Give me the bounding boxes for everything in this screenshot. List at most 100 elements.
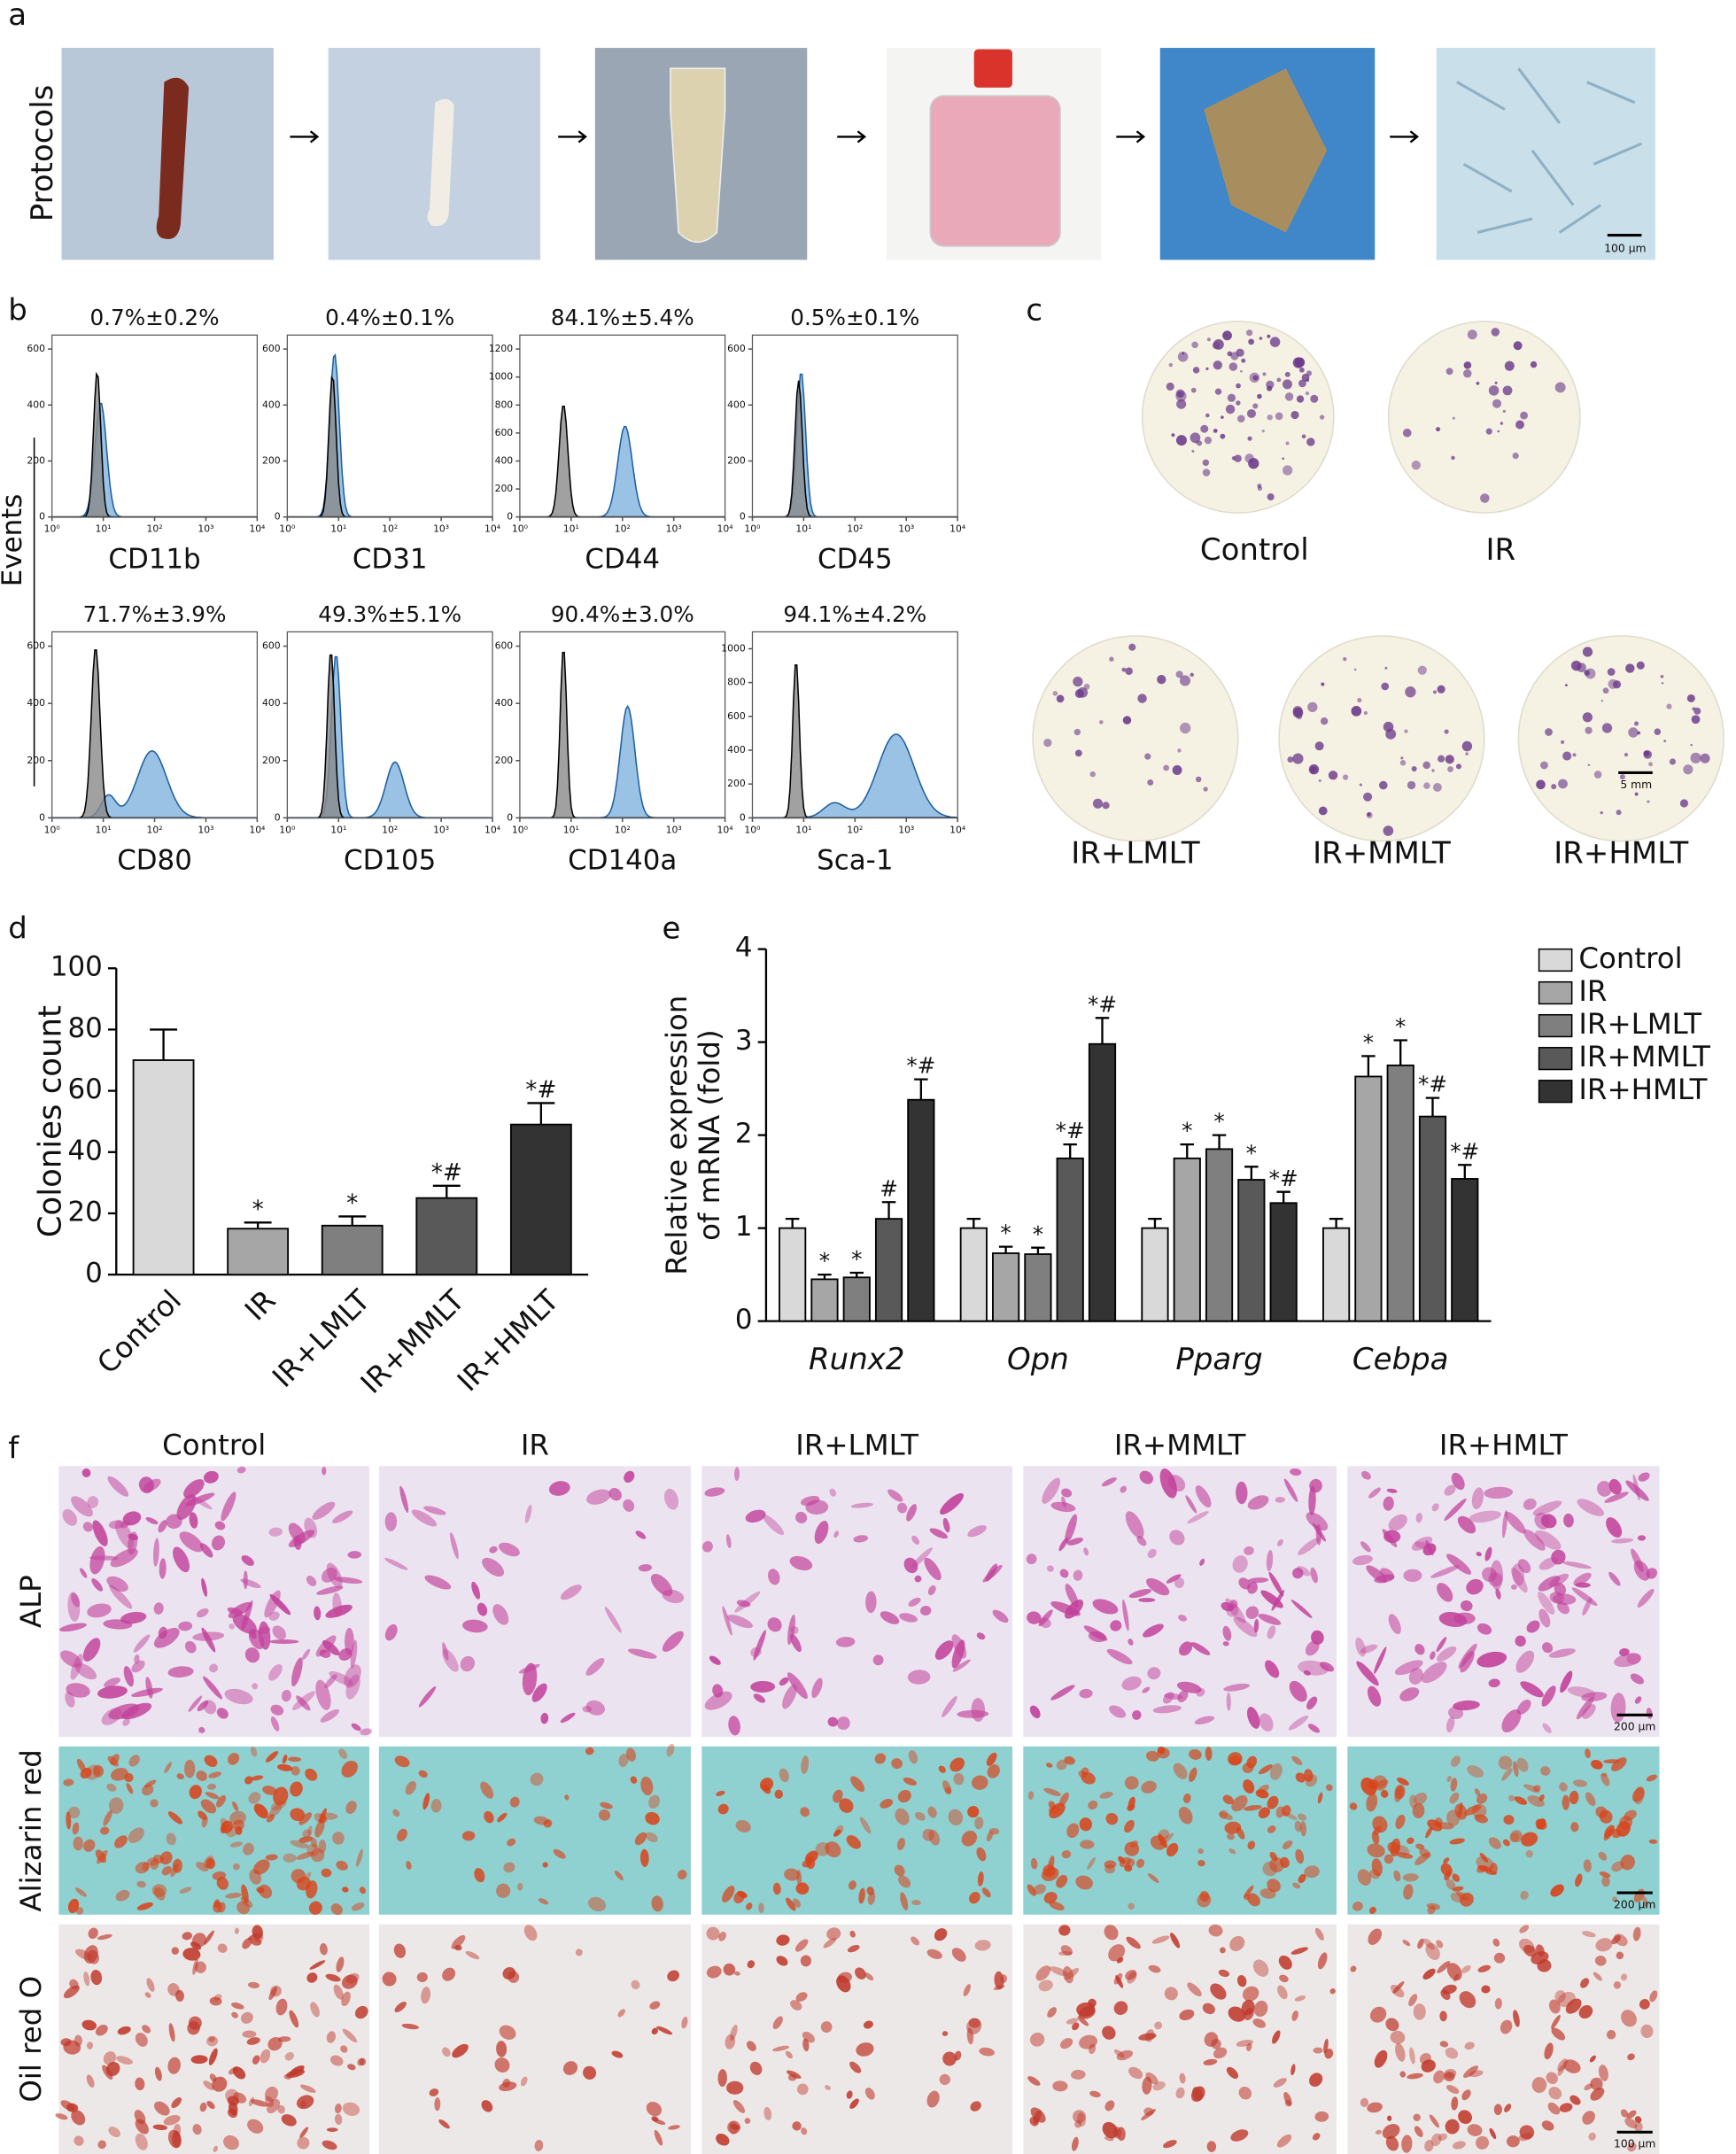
stain — [1275, 1496, 1285, 1503]
colony — [1205, 367, 1209, 371]
stain — [1229, 1935, 1245, 1951]
stain — [746, 2041, 756, 2051]
stain — [1590, 2088, 1605, 2101]
stain — [75, 1887, 87, 1897]
stain — [1027, 1791, 1035, 1800]
stain — [1649, 1990, 1658, 2003]
colony — [1625, 663, 1635, 673]
stain — [977, 1871, 984, 1887]
stain — [288, 1756, 302, 1763]
stain — [1366, 1793, 1378, 1812]
stain — [231, 2002, 244, 2010]
stain — [438, 2119, 450, 2129]
error-bar — [914, 1078, 928, 1100]
stain — [253, 1932, 264, 1942]
dish — [1517, 635, 1724, 842]
stain — [1412, 1802, 1425, 1818]
stain — [1104, 1863, 1115, 1874]
stain — [1066, 1823, 1080, 1839]
stain — [920, 1605, 932, 1616]
colony — [1600, 811, 1603, 815]
dish — [1387, 321, 1581, 514]
stain — [1309, 2073, 1323, 2088]
stain — [86, 2074, 95, 2088]
stain — [1469, 1510, 1501, 1523]
stain — [1027, 1884, 1036, 1896]
dish — [1278, 635, 1485, 842]
stain — [201, 1627, 216, 1653]
stain — [585, 1747, 594, 1755]
stain — [1128, 2066, 1143, 2080]
stain — [772, 1882, 781, 1895]
stain — [1108, 1944, 1126, 1962]
colony — [1287, 756, 1294, 763]
stain — [1395, 2042, 1406, 2062]
error-bar — [244, 1221, 272, 1229]
stain — [58, 1623, 87, 1632]
stain — [1409, 2047, 1415, 2065]
stain — [1446, 1775, 1452, 1782]
colony — [1202, 469, 1211, 477]
stain — [299, 2084, 316, 2093]
stain — [1177, 1690, 1189, 1702]
stain — [627, 1648, 657, 1659]
scale-bar-label: 200 µm — [1614, 1898, 1655, 1910]
stain — [333, 1577, 363, 1585]
histogram-curve — [519, 704, 725, 819]
stain — [1383, 1854, 1394, 1864]
colony — [1163, 764, 1170, 771]
stain — [1369, 1906, 1376, 1915]
stain — [1065, 1514, 1077, 1544]
colony — [1666, 703, 1672, 709]
colony — [1314, 741, 1324, 751]
stain — [1393, 1870, 1401, 1882]
stain — [1230, 2129, 1249, 2142]
stain — [1620, 2109, 1629, 2118]
stain — [189, 1785, 202, 1800]
stain — [1569, 1790, 1579, 1805]
colony — [1157, 675, 1166, 685]
stain — [666, 1743, 675, 1757]
colony — [1628, 727, 1639, 738]
marker-label: CD105 — [344, 844, 436, 876]
percent-label: 84.1%±5.4% — [551, 305, 694, 330]
stain — [68, 1806, 81, 1819]
stain — [1399, 1687, 1420, 1701]
stain — [216, 1708, 229, 1719]
stain — [1611, 1757, 1627, 1771]
stain — [1038, 1980, 1053, 1992]
stain — [1448, 1706, 1464, 1719]
stain — [1484, 1486, 1514, 1499]
stain — [1247, 1495, 1269, 1510]
stain — [116, 2056, 133, 2065]
bone — [156, 77, 190, 240]
stain — [1520, 1681, 1544, 1698]
stain — [971, 1698, 986, 1723]
colony — [1584, 670, 1590, 676]
stain — [1246, 2042, 1252, 2051]
stain — [1458, 2110, 1473, 2125]
stain — [243, 1570, 248, 1590]
colony — [1230, 352, 1239, 360]
colony — [1213, 429, 1218, 433]
stain — [301, 1648, 311, 1661]
x-tick-label: 10¹ — [563, 523, 579, 535]
stain — [1637, 1588, 1655, 1608]
stain — [849, 1930, 856, 1938]
stain — [1386, 1488, 1398, 1493]
stain — [1046, 1565, 1054, 1572]
stain — [246, 2037, 260, 2045]
stain — [497, 1812, 508, 1823]
y-tick-label: 600 — [262, 343, 281, 354]
stain — [321, 1868, 332, 1878]
stain — [104, 1677, 120, 1688]
stain — [1312, 2133, 1321, 2141]
stain — [273, 1786, 289, 1806]
colony — [1463, 361, 1472, 369]
stain — [1421, 2059, 1436, 2073]
legend-swatch — [1538, 980, 1573, 1005]
stain — [894, 1864, 905, 1877]
stain — [795, 1511, 808, 1524]
stain — [1489, 2127, 1497, 2140]
stain — [1128, 1639, 1134, 1646]
